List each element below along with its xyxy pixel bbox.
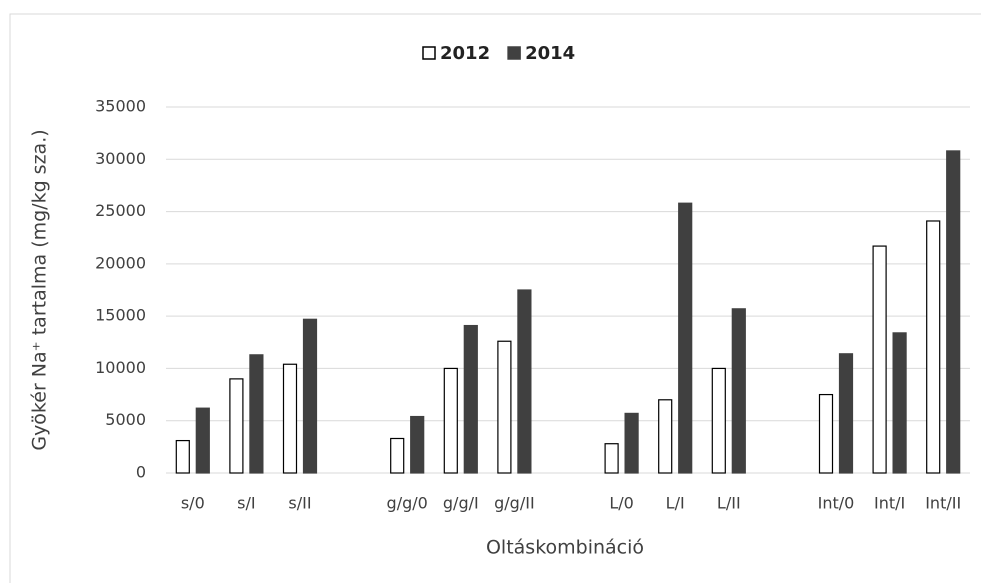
bar	[175, 439, 190, 474]
y-tick-label: 25000	[95, 201, 146, 220]
bar	[410, 415, 425, 474]
x-tick-label: s/I	[237, 494, 255, 513]
bar	[497, 340, 512, 474]
bar	[946, 150, 961, 474]
y-axis-title: Gyökér Na⁺ tartalma (mg/kg sza.)	[29, 129, 51, 450]
bar	[517, 289, 532, 474]
bar	[282, 363, 298, 474]
x-tick-label: L/0	[609, 494, 633, 513]
bar	[390, 437, 405, 474]
bar	[443, 367, 458, 474]
legend-swatch	[422, 46, 436, 60]
chart-frame	[9, 13, 981, 583]
x-axis-title: Oltáskombináció	[486, 537, 644, 559]
bar	[872, 245, 887, 474]
bar	[731, 308, 746, 474]
bar	[302, 318, 318, 474]
legend-label: 2014	[525, 43, 575, 64]
bar	[658, 399, 673, 474]
y-tick-label: 5000	[105, 410, 146, 429]
bar	[249, 354, 264, 474]
bar	[624, 412, 639, 474]
bar	[711, 367, 726, 474]
x-tick-label: Int/I	[874, 494, 905, 513]
x-tick-label: L/II	[717, 494, 741, 513]
bar	[892, 332, 907, 474]
x-tick-label: Int/0	[818, 494, 855, 513]
bar	[604, 443, 619, 474]
legend-label: 2012	[440, 43, 490, 64]
y-tick-label: 0	[136, 463, 146, 482]
x-tick-label: Int/II	[925, 494, 961, 513]
y-tick-label: 20000	[95, 253, 146, 272]
x-tick-label: g/g/I	[443, 494, 479, 513]
y-tick-label: 10000	[95, 358, 146, 377]
y-tick-label: 30000	[95, 149, 146, 168]
x-tick-label: s/0	[181, 494, 205, 513]
x-tick-label: g/g/0	[387, 494, 428, 513]
y-tick-label: 15000	[95, 306, 146, 325]
x-tick-label: s/II	[288, 494, 311, 513]
bar	[463, 324, 478, 474]
y-tick-label: 35000	[95, 97, 146, 116]
bar	[678, 202, 693, 474]
bar	[926, 220, 941, 474]
x-tick-label: L/I	[666, 494, 685, 513]
bar	[838, 353, 854, 474]
x-tick-label: g/g/II	[494, 494, 535, 513]
bar	[195, 407, 210, 474]
bar	[818, 393, 834, 474]
legend: 2012 2014	[422, 43, 575, 64]
legend-swatch	[507, 46, 521, 60]
bar	[229, 378, 244, 474]
